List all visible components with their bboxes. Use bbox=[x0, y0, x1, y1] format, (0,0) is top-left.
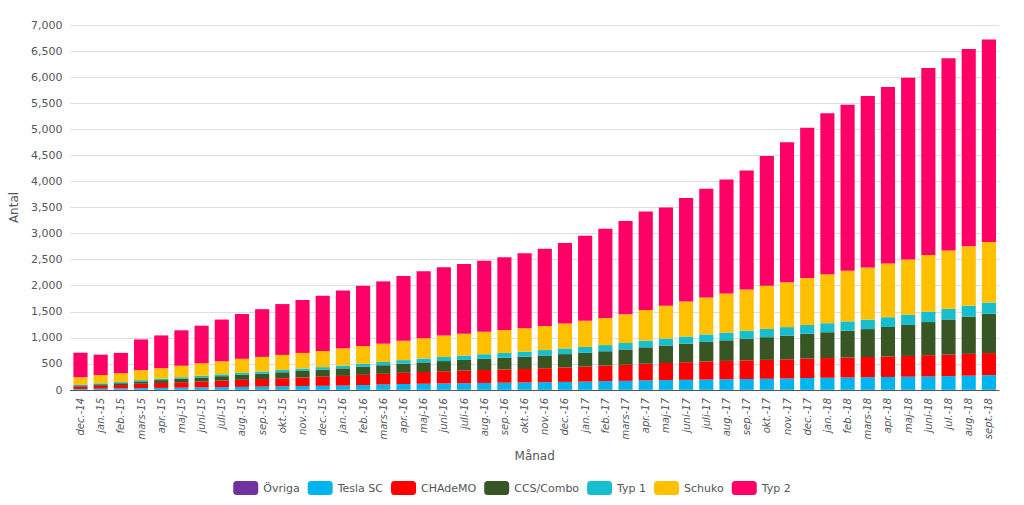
svg-text:maj-16: maj-16 bbox=[418, 398, 429, 433]
svg-text:1,000: 1,000 bbox=[31, 331, 63, 344]
svg-text:apr.-15: apr.-15 bbox=[156, 398, 167, 433]
svg-text:feb.-15: feb.-15 bbox=[115, 398, 126, 434]
svg-text:2,000: 2,000 bbox=[31, 279, 63, 292]
svg-text:juni-18: juni-18 bbox=[923, 398, 934, 435]
svg-text:Typ 2: Typ 2 bbox=[761, 482, 791, 495]
svg-text:6,500: 6,500 bbox=[31, 45, 63, 58]
svg-text:4,500: 4,500 bbox=[31, 149, 63, 162]
svg-text:okt.-16: okt.-16 bbox=[519, 398, 530, 433]
svg-text:Månad: Månad bbox=[515, 449, 555, 463]
svg-text:maj-17: maj-17 bbox=[660, 397, 671, 433]
svg-text:jan.-16: jan.-16 bbox=[337, 398, 348, 435]
svg-text:CCS/Combo: CCS/Combo bbox=[514, 482, 579, 495]
svg-text:Övriga: Övriga bbox=[263, 482, 299, 495]
svg-text:aug.-15: aug.-15 bbox=[236, 398, 247, 436]
svg-text:okt.-17: okt.-17 bbox=[761, 397, 772, 433]
svg-text:Typ 1: Typ 1 bbox=[616, 482, 646, 495]
svg-text:sep.-16: sep.-16 bbox=[499, 398, 510, 435]
svg-text:5,500: 5,500 bbox=[31, 97, 63, 110]
svg-text:juli-17: juli-17 bbox=[701, 397, 712, 431]
svg-text:3,500: 3,500 bbox=[31, 201, 63, 214]
svg-text:okt.-15: okt.-15 bbox=[277, 398, 288, 433]
svg-text:apr.-17: apr.-17 bbox=[640, 397, 651, 433]
svg-text:juni-15: juni-15 bbox=[196, 398, 207, 435]
svg-text:CHAdeMO: CHAdeMO bbox=[421, 482, 477, 495]
svg-text:maj-15: maj-15 bbox=[176, 398, 187, 433]
svg-text:nov.-17: nov.-17 bbox=[782, 397, 793, 435]
svg-text:maj-18: maj-18 bbox=[903, 398, 914, 433]
svg-text:nov.-15: nov.-15 bbox=[297, 398, 308, 435]
svg-text:sept.-18: sept.-18 bbox=[983, 398, 994, 439]
svg-text:6,000: 6,000 bbox=[31, 71, 63, 84]
svg-text:juni-16: juni-16 bbox=[438, 398, 449, 435]
svg-text:nov.-16: nov.-16 bbox=[539, 398, 550, 435]
svg-text:jan.-15: jan.-15 bbox=[95, 398, 106, 435]
svg-text:sep.-17: sep.-17 bbox=[741, 397, 752, 435]
svg-text:apr.-16: apr.-16 bbox=[398, 398, 409, 433]
svg-text:dec.-17: dec.-17 bbox=[802, 397, 813, 435]
svg-text:feb.-18: feb.-18 bbox=[842, 398, 853, 434]
svg-text:mars-15: mars-15 bbox=[136, 398, 147, 440]
svg-text:5,000: 5,000 bbox=[31, 123, 63, 136]
svg-text:dec.-14: dec.-14 bbox=[75, 398, 86, 436]
svg-text:aug.-17: aug.-17 bbox=[721, 397, 732, 436]
svg-text:sep.-15: sep.-15 bbox=[257, 398, 268, 435]
svg-text:0: 0 bbox=[55, 384, 62, 397]
svg-text:3,000: 3,000 bbox=[31, 227, 63, 240]
svg-text:jan.-17: jan.-17 bbox=[580, 397, 591, 434]
svg-text:Tesla SC: Tesla SC bbox=[337, 482, 384, 495]
svg-text:feb.-17: feb.-17 bbox=[600, 397, 611, 433]
svg-text:juli-16: juli-16 bbox=[459, 398, 470, 431]
svg-text:500: 500 bbox=[41, 357, 62, 370]
svg-text:apr.-18: apr.-18 bbox=[882, 398, 893, 433]
svg-text:7,000: 7,000 bbox=[31, 19, 63, 32]
svg-text:jul.-18: jul.-18 bbox=[943, 398, 954, 431]
svg-text:4,000: 4,000 bbox=[31, 175, 63, 188]
svg-text:1,500: 1,500 bbox=[31, 305, 63, 318]
svg-text:feb.-16: feb.-16 bbox=[358, 398, 369, 434]
svg-text:aug.-18: aug.-18 bbox=[963, 398, 974, 436]
svg-text:dec.-15: dec.-15 bbox=[317, 398, 328, 436]
svg-text:Schuko: Schuko bbox=[684, 482, 724, 495]
svg-text:dec.-16: dec.-16 bbox=[559, 398, 570, 436]
svg-text:Antal: Antal bbox=[7, 192, 21, 223]
svg-text:mars-18: mars-18 bbox=[862, 398, 873, 440]
svg-text:juli-15: juli-15 bbox=[216, 398, 227, 431]
svg-text:2,500: 2,500 bbox=[31, 253, 63, 266]
svg-text:aug.-16: aug.-16 bbox=[479, 398, 490, 436]
svg-text:mars-17: mars-17 bbox=[620, 397, 631, 439]
svg-text:juni-17: juni-17 bbox=[681, 397, 692, 434]
svg-text:mars-16: mars-16 bbox=[378, 398, 389, 440]
svg-text:jan.-18: jan.-18 bbox=[822, 398, 833, 435]
